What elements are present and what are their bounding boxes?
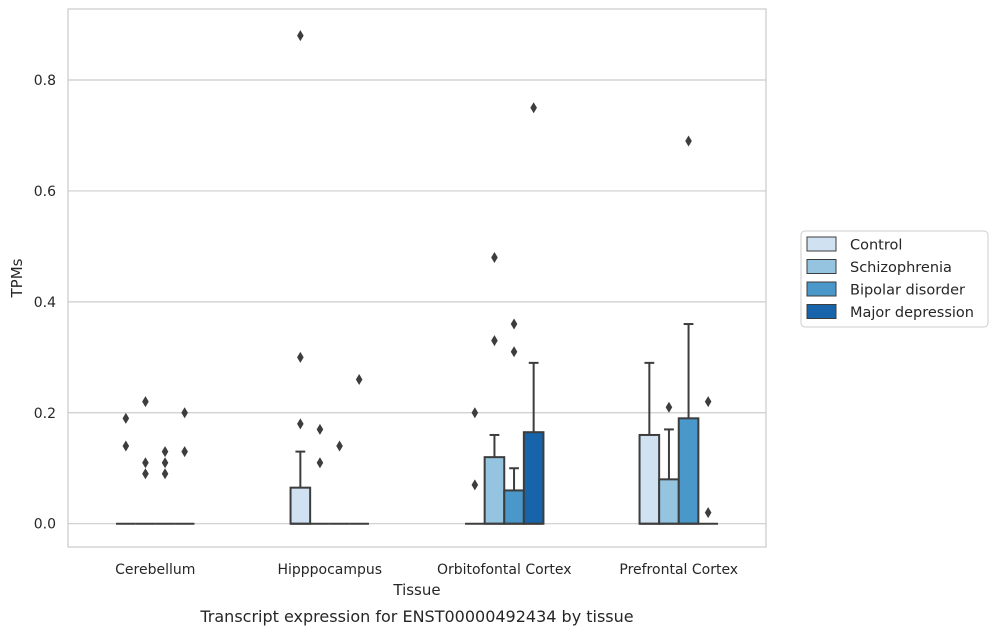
x-tick-label: Orbitofontal Cortex bbox=[437, 562, 572, 578]
outlier-point bbox=[510, 346, 518, 358]
outlier-point bbox=[510, 318, 518, 330]
x-tick-label: Cerebellum bbox=[115, 562, 195, 578]
box-body bbox=[289, 486, 312, 525]
outlier-point bbox=[142, 468, 149, 480]
outlier-point bbox=[181, 407, 188, 419]
outlier-point bbox=[161, 446, 169, 458]
outlier-point bbox=[704, 507, 712, 519]
outlier-point bbox=[704, 396, 712, 408]
legend-swatch bbox=[806, 304, 837, 319]
legend: Control Schizophrenia Bipolar disorder Majo… bbox=[800, 230, 989, 328]
box-control bbox=[638, 361, 661, 525]
outlier-point bbox=[297, 418, 304, 430]
box-bipolar-disorder bbox=[155, 446, 175, 525]
y-tick-label: 0.4 bbox=[34, 295, 56, 311]
legend-swatch bbox=[806, 236, 837, 252]
box-bipolar-disorder bbox=[503, 318, 525, 525]
x-tick-label: Prefrontal Cortex bbox=[619, 562, 738, 578]
gridlines bbox=[68, 79, 766, 525]
x-axis-label: Tissue bbox=[392, 581, 440, 599]
box-schizophrenia bbox=[483, 251, 506, 525]
box-schizophrenia bbox=[310, 423, 330, 525]
outlier-point bbox=[316, 423, 324, 435]
box-bipolar-disorder bbox=[329, 440, 350, 525]
outlier-point bbox=[122, 412, 130, 424]
box-major-depression bbox=[174, 407, 195, 525]
outlier-point bbox=[685, 135, 692, 147]
box-body bbox=[483, 456, 506, 525]
box-control bbox=[289, 30, 312, 525]
outlier-point bbox=[665, 401, 673, 413]
box-bipolar-disorder bbox=[677, 135, 700, 525]
legend-label: Major depression bbox=[850, 305, 974, 321]
box-body bbox=[658, 478, 680, 525]
y-tick-label: 0.2 bbox=[34, 406, 56, 422]
outlier-point bbox=[181, 446, 188, 458]
y-axis-label: TPMs bbox=[8, 258, 26, 298]
outlier-point bbox=[142, 457, 149, 469]
box-major-depression bbox=[698, 396, 718, 525]
box-major-depression bbox=[522, 102, 545, 525]
legend-label: Bipolar disorder bbox=[850, 283, 965, 299]
outlier-point bbox=[297, 351, 304, 363]
box-body bbox=[677, 417, 700, 525]
outlier-point bbox=[161, 468, 169, 480]
legend-frame bbox=[800, 230, 989, 328]
box-major-depression bbox=[349, 373, 369, 525]
x-tick-label: Hipppocampus bbox=[277, 562, 382, 578]
y-tick-label: 0.0 bbox=[34, 517, 56, 533]
legend-swatch bbox=[806, 259, 837, 274]
legend-swatch bbox=[806, 281, 837, 297]
outlier-point bbox=[142, 396, 149, 408]
outlier-point bbox=[491, 335, 498, 347]
chart-caption: Transcript expression for ENST0000049243… bbox=[199, 607, 633, 626]
outlier-point bbox=[336, 440, 343, 452]
x-axis-ticks: Cerebellum Hipppocampus Orbitofontal Corte… bbox=[115, 562, 738, 578]
y-tick-label: 0.8 bbox=[34, 73, 56, 89]
outlier-point bbox=[355, 373, 363, 385]
box-schizophrenia bbox=[135, 396, 156, 525]
outlier-point bbox=[161, 457, 169, 469]
legend-label: Schizophrenia bbox=[850, 260, 952, 276]
box-body bbox=[638, 433, 661, 525]
outlier-point bbox=[491, 251, 498, 263]
outlier-point bbox=[471, 479, 479, 491]
box-body bbox=[503, 489, 525, 525]
legend-label: Control bbox=[850, 238, 902, 254]
plot-marks bbox=[116, 30, 718, 525]
box-schizophrenia bbox=[658, 401, 680, 525]
y-axis-ticks: 0.0 0.2 0.4 0.6 0.8 bbox=[34, 73, 56, 533]
box-body bbox=[522, 431, 545, 525]
outlier-point bbox=[297, 30, 304, 42]
outlier-point bbox=[530, 102, 537, 114]
outlier-point bbox=[122, 440, 130, 452]
outlier-point bbox=[316, 457, 324, 469]
plot-frame bbox=[67, 8, 767, 548]
outlier-point bbox=[471, 407, 479, 419]
box-control bbox=[116, 412, 136, 525]
y-tick-label: 0.6 bbox=[34, 184, 56, 200]
box-control bbox=[465, 407, 485, 525]
